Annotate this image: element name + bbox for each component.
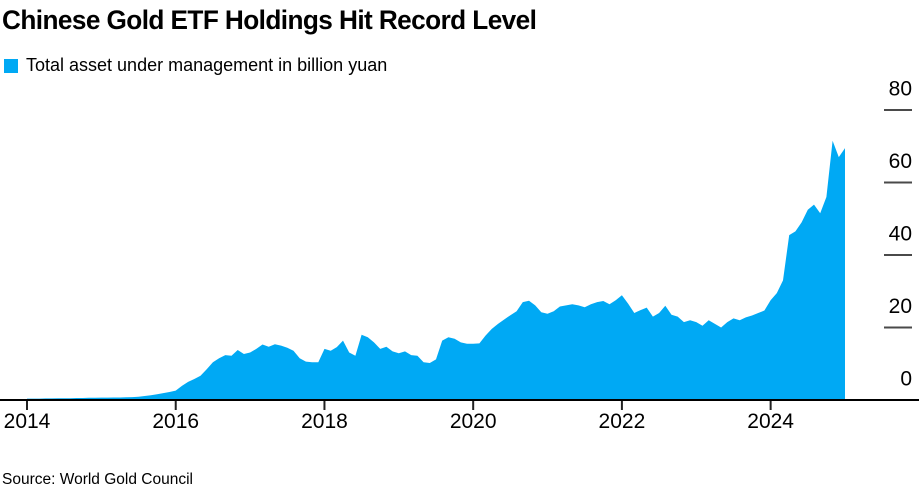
area-series	[27, 140, 845, 401]
x-tick-label-2018: 2018	[301, 410, 348, 433]
chart-title: Chinese Gold ETF Holdings Hit Record Lev…	[2, 5, 537, 35]
legend-label: Total asset under management in billion …	[26, 55, 388, 75]
source-note: Source: World Gold Council	[2, 471, 193, 488]
y-tick-label-20: 20	[889, 295, 912, 318]
x-tick-label-2024: 2024	[747, 410, 794, 433]
x-tick-label-2014: 2014	[4, 410, 51, 433]
legend-swatch-icon	[4, 58, 18, 73]
x-tick-label-2020: 2020	[450, 410, 497, 433]
chart-legend: Total asset under management in billion …	[4, 55, 387, 76]
x-tick-label-2016: 2016	[152, 410, 199, 433]
x-tick-label-2022: 2022	[599, 410, 646, 433]
y-tick-label-0: 0	[900, 368, 912, 391]
y-tick-label-40: 40	[889, 223, 912, 246]
y-tick-label-80: 80	[889, 78, 912, 101]
y-tick-label-60: 60	[889, 150, 912, 173]
